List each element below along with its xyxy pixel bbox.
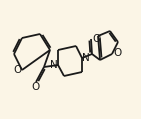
Text: O: O xyxy=(114,48,122,58)
Text: O: O xyxy=(32,82,40,92)
Text: O: O xyxy=(13,65,21,75)
Text: O: O xyxy=(92,34,101,44)
Text: N: N xyxy=(50,60,58,70)
Text: N: N xyxy=(82,53,90,63)
